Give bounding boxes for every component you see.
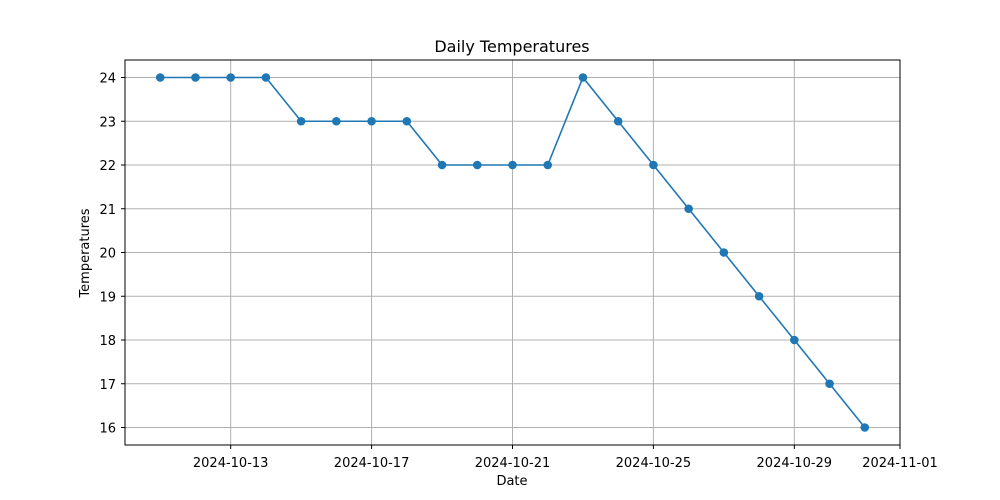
y-tick-label: 19 <box>99 290 116 305</box>
data-point <box>825 379 834 389</box>
data-point <box>367 116 376 126</box>
data-point <box>402 116 412 126</box>
y-tick-label: 18 <box>99 334 116 349</box>
y-tick-label: 22 <box>99 159 116 174</box>
data-point <box>296 116 306 126</box>
y-tick-label: 24 <box>99 72 116 87</box>
data-point <box>613 116 623 126</box>
x-tick-label: 2024-10-17 <box>334 456 410 471</box>
data-point <box>437 160 447 170</box>
x-tick-label: 2024-10-13 <box>193 456 269 471</box>
grid <box>125 60 901 445</box>
data-point <box>649 160 658 170</box>
y-axis-title: Temperatures <box>78 208 93 298</box>
data-point <box>155 73 165 82</box>
data-series <box>155 73 870 432</box>
data-point <box>754 291 764 301</box>
data-point <box>860 423 870 432</box>
y-tick-label: 20 <box>99 247 116 262</box>
data-point <box>719 248 729 257</box>
x-axis: 2024-10-13 2024-10-17 2024-10-21 2024-10-25… <box>193 445 938 471</box>
y-tick-label: 23 <box>99 115 116 130</box>
y-tick-label: 16 <box>99 422 116 437</box>
y-tick-label: 21 <box>99 203 116 218</box>
data-point <box>472 160 482 170</box>
x-tick-label: 2024-10-25 <box>616 456 692 471</box>
x-axis-title: Date <box>496 474 527 489</box>
data-point <box>508 160 517 170</box>
x-tick-label: 2024-11-01 <box>862 456 938 471</box>
data-point <box>684 204 693 214</box>
y-axis: 16 17 18 19 20 21 22 23 24 <box>99 72 125 437</box>
x-tick-label: 2024-10-29 <box>757 456 833 471</box>
chart-title: Daily Temperatures <box>434 37 589 56</box>
data-point <box>191 73 200 82</box>
data-point <box>226 73 235 82</box>
data-point <box>543 160 553 170</box>
data-point <box>578 73 588 82</box>
data-point <box>261 73 271 82</box>
x-tick-label: 2024-10-21 <box>475 456 551 471</box>
data-point <box>790 335 799 345</box>
data-point <box>332 116 341 126</box>
y-tick-label: 17 <box>99 378 116 393</box>
